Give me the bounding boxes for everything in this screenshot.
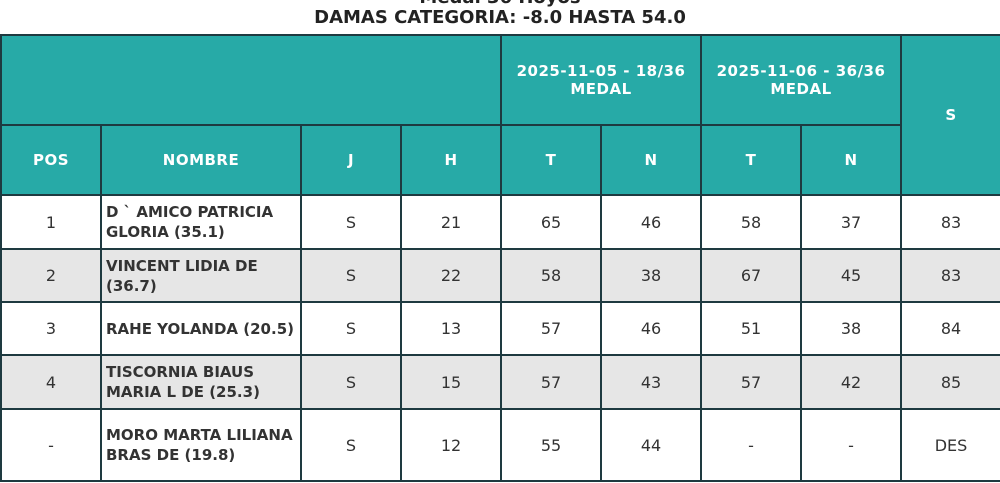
round-date: 2025-11-05 - 18/36 xyxy=(516,62,686,80)
subtitle: DAMAS CATEGORIA: -8.0 HASTA 54.0 xyxy=(314,7,686,28)
cell: 22 xyxy=(400,248,502,303)
player-name: RAHE YOLANDA (20.5) xyxy=(100,301,302,356)
round-header: 2025-11-05 - 18/36 MEDAL xyxy=(500,34,702,126)
round-header: 2025-11-06 - 36/36 MEDAL xyxy=(700,34,902,126)
cell: S xyxy=(300,248,402,303)
cell: 37 xyxy=(800,194,902,250)
cell: 43 xyxy=(600,354,702,410)
row: 3 RAHE YOLANDA (20.5) S 13 57 46 51 38 84 xyxy=(0,301,1000,356)
cell: 13 xyxy=(400,301,502,356)
cell: 57 xyxy=(500,354,602,410)
cell: S xyxy=(300,194,402,250)
cell: 12 xyxy=(400,408,502,482)
cell: - xyxy=(700,408,802,482)
player-name: TISCORNIA BIAUS MARIA L DE (25.3) xyxy=(100,354,302,410)
empty-header xyxy=(0,34,502,126)
row: - MORO MARTA LILIANA BRAS DE (19.8) S 12 55 4… xyxy=(0,408,1000,482)
cell: 42 xyxy=(800,354,902,410)
cell: 4 xyxy=(0,354,102,410)
cell: 85 xyxy=(900,354,1000,410)
cell: 67 xyxy=(700,248,802,303)
round-format: MEDAL xyxy=(770,80,832,98)
cell: 65 xyxy=(500,194,602,250)
player-name: D ` AMICO PATRICIA GLORIA (35.1) xyxy=(100,194,302,250)
cell: 3 xyxy=(0,301,102,356)
column-header: T xyxy=(700,124,802,196)
column-header-row: POS NOMBRE J H T N T N xyxy=(0,124,1000,196)
cell: 46 xyxy=(600,301,702,356)
cell: S xyxy=(300,408,402,482)
cell: 44 xyxy=(600,408,702,482)
column-header: POS xyxy=(0,124,102,196)
cell: - xyxy=(800,408,902,482)
column-header: J xyxy=(300,124,402,196)
column-header: N xyxy=(800,124,902,196)
cell: 57 xyxy=(500,301,602,356)
total-header: S xyxy=(900,34,1000,196)
cell: S xyxy=(300,301,402,356)
cell: DES xyxy=(900,408,1000,482)
cell: - xyxy=(0,408,102,482)
column-header: T xyxy=(500,124,602,196)
column-header: N xyxy=(600,124,702,196)
player-name: VINCENT LIDIA DE (36.7) xyxy=(100,248,302,303)
cell: 84 xyxy=(900,301,1000,356)
results-table: 2025-11-05 - 18/36 MEDAL 2025-11-06 - 36/… xyxy=(0,34,1000,482)
cell: 15 xyxy=(400,354,502,410)
cell: 83 xyxy=(900,248,1000,303)
cell: 51 xyxy=(700,301,802,356)
titles: Medal 36 Hoyos DAMAS CATEGORIA: -8.0 HAS… xyxy=(0,0,1000,34)
cell: 1 xyxy=(0,194,102,250)
cell: 21 xyxy=(400,194,502,250)
column-header: NOMBRE xyxy=(100,124,302,196)
cell: 38 xyxy=(600,248,702,303)
cell: 46 xyxy=(600,194,702,250)
cell: 57 xyxy=(700,354,802,410)
cell: 38 xyxy=(800,301,902,356)
cell: S xyxy=(300,354,402,410)
cell: 55 xyxy=(500,408,602,482)
title: Medal 36 Hoyos xyxy=(0,0,1000,8)
player-name: MORO MARTA LILIANA BRAS DE (19.8) xyxy=(100,408,302,482)
row: 4 TISCORNIA BIAUS MARIA L DE (25.3) S 15 57 4… xyxy=(0,354,1000,410)
group-header-row: 2025-11-05 - 18/36 MEDAL 2025-11-06 - 36/… xyxy=(0,34,1000,196)
row: 2 VINCENT LIDIA DE (36.7) S 22 58 38 67 45 83 xyxy=(0,248,1000,303)
cell: 58 xyxy=(700,194,802,250)
cell: 83 xyxy=(900,194,1000,250)
round-date: 2025-11-06 - 36/36 xyxy=(716,62,886,80)
column-header: H xyxy=(400,124,502,196)
cell: 45 xyxy=(800,248,902,303)
round-format: MEDAL xyxy=(570,80,632,98)
cell: 2 xyxy=(0,248,102,303)
cell: 58 xyxy=(500,248,602,303)
